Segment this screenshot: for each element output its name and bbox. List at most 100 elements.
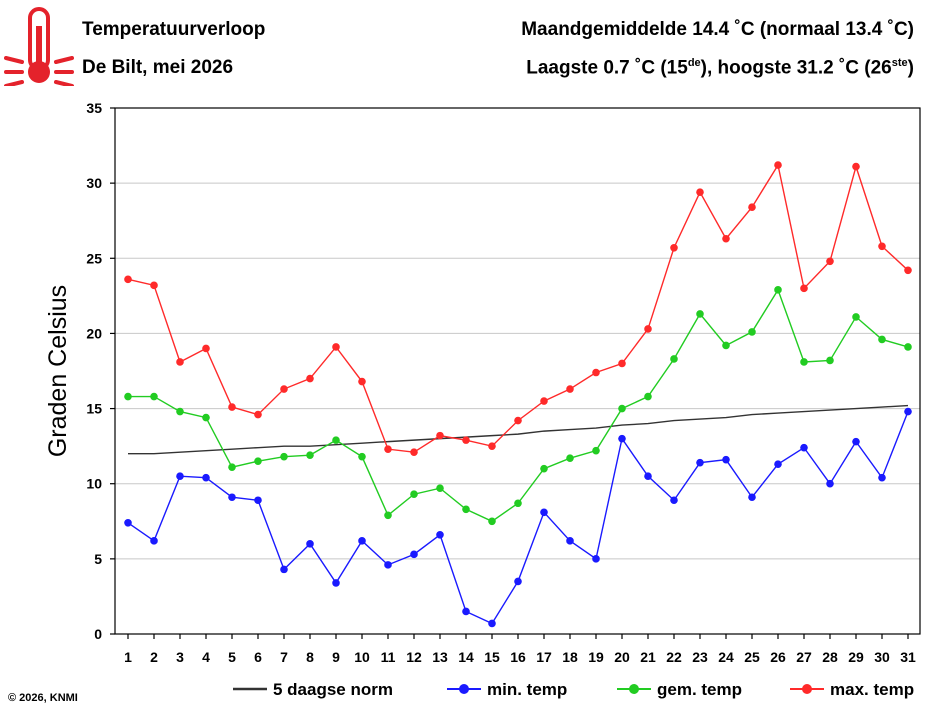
data-point — [202, 344, 210, 353]
y-axis-label: Graden Celsius — [44, 285, 72, 457]
data-point — [176, 407, 184, 416]
data-point — [774, 286, 782, 294]
data-point — [462, 607, 470, 616]
data-point — [436, 531, 444, 539]
series-line — [127, 163, 909, 453]
data-point — [202, 413, 210, 422]
data-point — [332, 436, 340, 444]
closing-paren: ) — [907, 57, 914, 79]
data-point — [800, 443, 808, 452]
x-tick-label: 18 — [562, 649, 578, 665]
data-point — [774, 460, 782, 468]
legend-label: 5 daagse norm — [273, 680, 393, 699]
lowest-text: Laagste 0.7 ˚C (15 — [526, 57, 688, 79]
data-point — [904, 266, 912, 275]
data-point — [540, 397, 548, 405]
lowest-suffix: de — [687, 57, 701, 69]
x-tick-label: 30 — [874, 649, 890, 665]
data-point — [176, 358, 184, 366]
data-point — [280, 565, 288, 574]
data-point — [150, 281, 158, 290]
data-point — [462, 505, 470, 514]
y-tick-label: 0 — [94, 626, 102, 642]
x-tick-label: 25 — [744, 649, 760, 665]
data-point — [202, 473, 210, 482]
data-point — [384, 445, 392, 453]
data-point — [124, 275, 132, 284]
data-point — [696, 458, 704, 467]
data-point — [306, 540, 314, 548]
series-line — [128, 288, 909, 523]
y-tick-label: 10 — [86, 476, 102, 492]
data-point — [852, 313, 860, 321]
y-tick-label: 15 — [86, 401, 102, 417]
data-point — [514, 577, 522, 586]
y-tick-label: 35 — [86, 100, 102, 116]
legend-marker — [629, 684, 639, 694]
data-point — [358, 377, 366, 386]
data-point — [670, 355, 678, 363]
data-point — [254, 496, 262, 505]
data-point — [280, 385, 288, 393]
data-point — [566, 537, 574, 545]
extremes-line: Laagste 0.7 ˚C (15de), hoogste 31.2 ˚C (… — [526, 57, 914, 79]
data-point — [618, 434, 626, 443]
data-point — [852, 437, 860, 446]
data-point — [436, 431, 444, 440]
x-tick-label: 3 — [176, 649, 184, 665]
x-tick-label: 19 — [588, 649, 604, 665]
data-point — [228, 493, 236, 502]
series-line — [127, 411, 909, 625]
data-point — [722, 341, 730, 350]
data-point — [462, 436, 470, 444]
x-tick-label: 21 — [640, 649, 656, 665]
data-point — [878, 335, 886, 344]
series-line — [128, 404, 909, 455]
x-tick-label: 7 — [280, 649, 288, 665]
x-tick-label: 4 — [202, 649, 210, 665]
data-point — [878, 473, 886, 482]
data-point — [410, 550, 418, 559]
data-point — [540, 464, 548, 473]
x-tick-label: 6 — [254, 649, 262, 665]
x-tick-label: 27 — [796, 649, 812, 665]
legend-marker — [802, 684, 812, 694]
data-point — [644, 392, 652, 401]
data-point — [566, 385, 574, 393]
data-point — [514, 499, 522, 508]
legend-label: max. temp — [830, 680, 914, 699]
data-point — [566, 454, 574, 462]
x-tick-label: 8 — [306, 649, 314, 665]
data-point — [592, 555, 600, 563]
data-point — [410, 490, 418, 499]
y-tick-label: 20 — [86, 325, 102, 341]
data-point — [488, 442, 496, 450]
data-point — [254, 410, 262, 419]
data-point — [722, 234, 730, 243]
data-point — [124, 392, 132, 401]
data-point — [358, 452, 366, 461]
data-point — [332, 579, 340, 587]
data-point — [280, 452, 288, 461]
x-tick-label: 2 — [150, 649, 158, 665]
data-point — [228, 403, 236, 411]
x-tick-label: 26 — [770, 649, 786, 665]
x-tick-label: 31 — [900, 649, 916, 665]
data-point — [124, 518, 132, 527]
data-point — [436, 484, 444, 493]
x-tick-label: 9 — [332, 649, 340, 665]
data-point — [384, 561, 392, 569]
data-point — [748, 493, 756, 502]
highest-text: ), hoogste 31.2 ˚C (26 — [700, 57, 892, 79]
data-point — [358, 537, 366, 545]
data-point — [488, 517, 496, 526]
data-point — [878, 242, 886, 251]
x-tick-label: 13 — [432, 649, 448, 665]
y-tick-label: 5 — [94, 551, 102, 567]
x-tick-label: 20 — [614, 649, 630, 665]
legend-label: min. temp — [487, 680, 567, 699]
data-point — [150, 392, 158, 401]
plot-frame — [114, 107, 921, 635]
data-point — [254, 457, 262, 465]
